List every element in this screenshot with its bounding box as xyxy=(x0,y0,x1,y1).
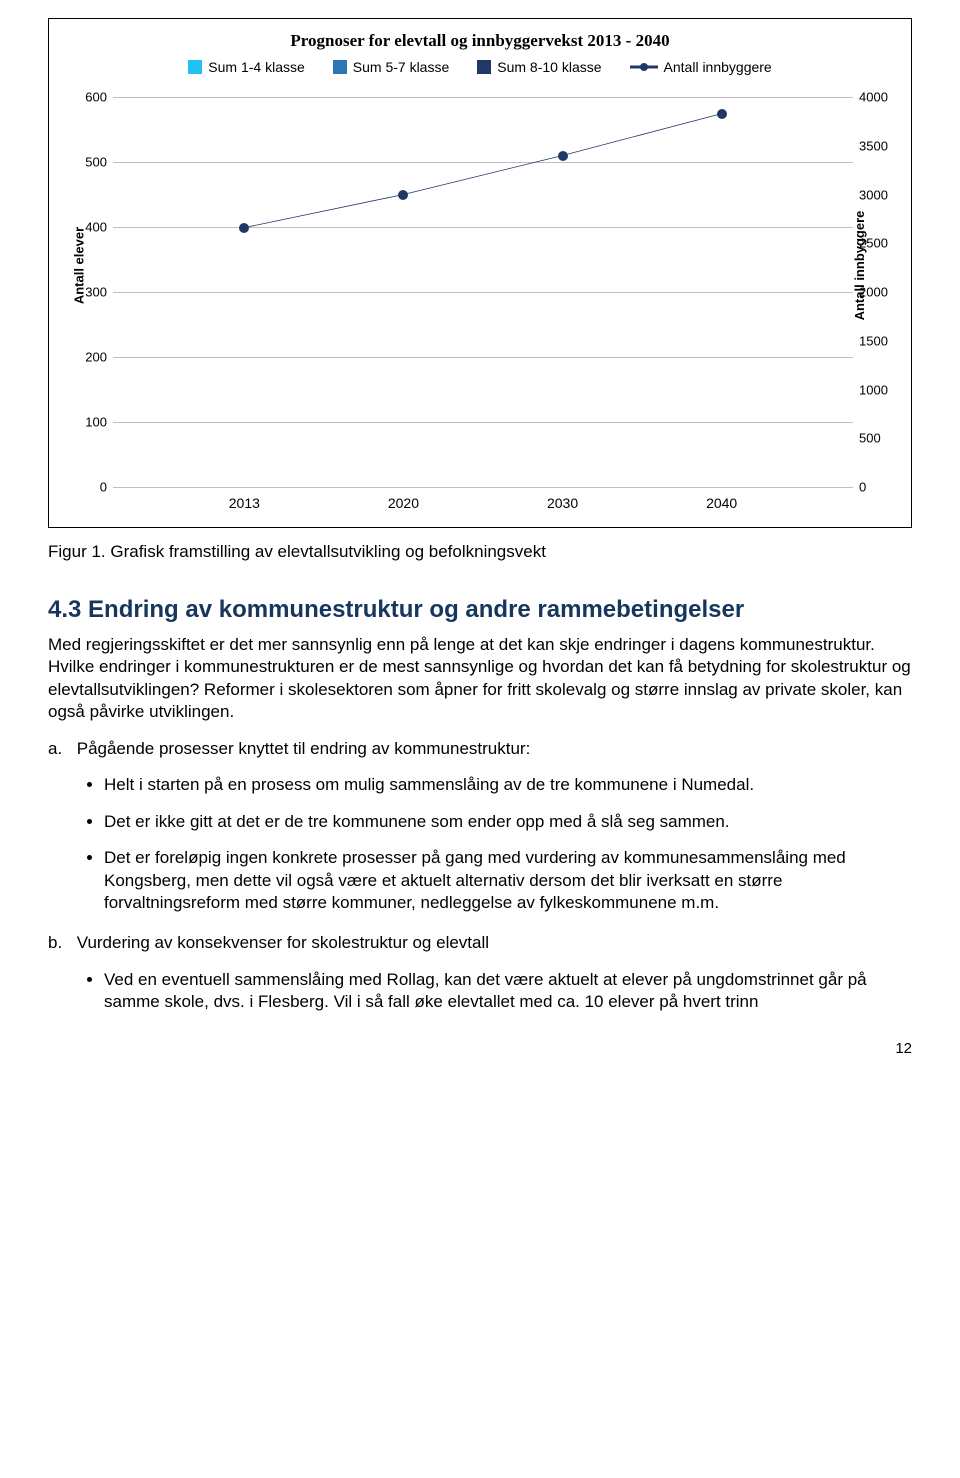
bullet-item: Det er ikke gitt at det er de tre kommun… xyxy=(104,811,912,833)
list-label: a. xyxy=(48,738,72,760)
list-item-a: a. Pågående prosesser knyttet til endrin… xyxy=(48,738,912,760)
page-number: 12 xyxy=(48,1040,912,1057)
y-tick-left: 500 xyxy=(73,154,107,169)
list-label: b. xyxy=(48,932,72,954)
gridline xyxy=(113,357,853,358)
x-tick-label: 2040 xyxy=(667,495,777,511)
y-tick-left: 200 xyxy=(73,349,107,364)
gridline xyxy=(113,227,853,228)
bullet-item: Det er foreløpig ingen konkrete prosesse… xyxy=(104,847,912,914)
y-tick-right: 0 xyxy=(859,480,899,495)
legend-swatch xyxy=(188,60,202,74)
y-tick-right: 3000 xyxy=(859,187,899,202)
line-marker xyxy=(398,190,408,200)
y-tick-right: 500 xyxy=(859,431,899,446)
legend-label: Sum 1-4 klasse xyxy=(208,59,304,75)
legend-label: Sum 8-10 klasse xyxy=(497,59,601,75)
y-axis-right-title: Antall innbyggere xyxy=(852,210,867,320)
y-tick-left: 300 xyxy=(73,285,107,300)
gridline xyxy=(113,97,853,98)
bullet-list-b: Ved en eventuell sammenslåing med Rollag… xyxy=(104,969,912,1014)
y-tick-right: 2500 xyxy=(859,236,899,251)
gridline xyxy=(113,292,853,293)
legend-swatch xyxy=(333,60,347,74)
y-tick-right: 1500 xyxy=(859,333,899,348)
line-marker xyxy=(558,151,568,161)
line-marker xyxy=(717,109,727,119)
x-tick-label: 2013 xyxy=(189,495,299,511)
line-marker xyxy=(239,223,249,233)
list-item-b: b. Vurdering av konsekvenser for skolest… xyxy=(48,932,912,954)
y-tick-left: 400 xyxy=(73,219,107,234)
chart-title: Prognoser for elevtall og innbyggervekst… xyxy=(67,31,893,51)
list-text: Pågående prosesser knyttet til endring a… xyxy=(77,739,531,758)
bullet-list-a: Helt i starten på en prosess om mulig sa… xyxy=(104,774,912,914)
y-tick-left: 0 xyxy=(73,480,107,495)
y-tick-right: 1000 xyxy=(859,382,899,397)
legend-swatch xyxy=(477,60,491,74)
figure-caption: Figur 1. Grafisk framstilling av elevtal… xyxy=(48,542,912,562)
gridline xyxy=(113,487,853,488)
y-tick-right: 4000 xyxy=(859,90,899,105)
y-tick-left: 100 xyxy=(73,415,107,430)
chart-legend: Sum 1-4 klasse Sum 5-7 klasse Sum 8-10 kla… xyxy=(67,59,893,75)
legend-line-swatch xyxy=(630,60,658,74)
list-text: Vurdering av konsekvenser for skolestruk… xyxy=(77,933,489,952)
chart-container: Prognoser for elevtall og innbyggervekst… xyxy=(48,18,912,528)
legend-label: Sum 5-7 klasse xyxy=(353,59,449,75)
gridline xyxy=(113,422,853,423)
legend-label: Antall innbyggere xyxy=(664,59,772,75)
section-heading: 4.3 Endring av kommunestruktur og andre … xyxy=(48,596,912,624)
legend-item: Antall innbyggere xyxy=(630,59,772,75)
bullet-item: Helt i starten på en prosess om mulig sa… xyxy=(104,774,912,796)
y-tick-left: 600 xyxy=(73,90,107,105)
legend-item: Sum 8-10 klasse xyxy=(477,59,601,75)
y-tick-right: 2000 xyxy=(859,285,899,300)
y-tick-right: 3500 xyxy=(859,138,899,153)
plot-area: 0100200300400500600050010001500200025003… xyxy=(113,97,853,487)
bullet-item: Ved en eventuell sammenslåing med Rollag… xyxy=(104,969,912,1014)
legend-item: Sum 5-7 klasse xyxy=(333,59,449,75)
x-tick-label: 2020 xyxy=(348,495,458,511)
x-tick-label: 2030 xyxy=(508,495,618,511)
legend-item: Sum 1-4 klasse xyxy=(188,59,304,75)
gridline xyxy=(113,162,853,163)
body-paragraph: Med regjeringsskiftet er det mer sannsyn… xyxy=(48,634,912,724)
